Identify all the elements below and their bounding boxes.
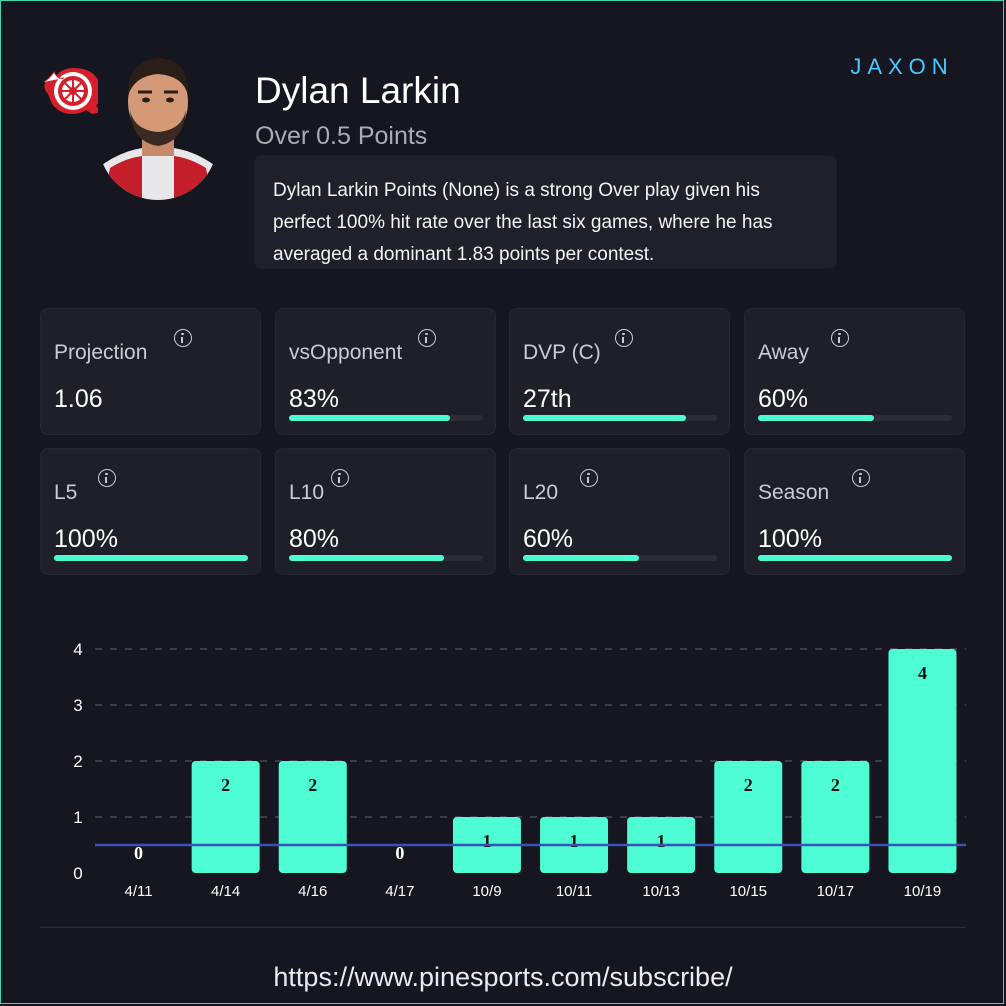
stat-label: DVP (C) (523, 341, 601, 364)
stat-label: L5 (54, 481, 78, 504)
stat-card-dvp-c: DVP (C) 27th (509, 308, 730, 435)
game-log-chart: 0 1 2 3 4 0 4/11 2 4/14 2 4/16 0 4/17 1 10/9 1 10/11 1 10/… (73, 640, 966, 900)
brand-logo: JAXON (850, 54, 953, 79)
info-icon[interactable] (98, 469, 116, 487)
bar-value-label: 0 (395, 843, 404, 863)
player-name: Dylan Larkin (255, 70, 461, 111)
x-tick-label: 10/13 (642, 883, 680, 900)
stat-value: 100% (54, 525, 118, 553)
info-icon[interactable] (331, 469, 349, 487)
x-tick-label: 10/11 (556, 883, 592, 900)
stat-value: 100% (758, 525, 822, 553)
stat-value: 60% (758, 385, 809, 413)
stat-progress-fill (758, 415, 875, 421)
info-icon[interactable] (852, 469, 870, 487)
bar-10/19 (888, 649, 957, 873)
x-tick-label: 4/14 (211, 883, 240, 900)
info-icon[interactable] (831, 329, 849, 347)
stat-value: 27th (523, 385, 572, 413)
stat-progress-fill (54, 555, 248, 561)
footer-url: https://www.pinesports.com/subscribe/ (273, 962, 733, 992)
bar-value-label: 1 (482, 831, 491, 851)
stat-card-l5: L5 100% (40, 448, 261, 575)
x-tick-label: 4/17 (385, 883, 414, 900)
brand-logo-text: JAXON (850, 54, 953, 79)
bar-value-label: 4 (918, 663, 927, 683)
info-icon[interactable] (580, 469, 598, 487)
y-tick-label: 3 (73, 696, 82, 715)
stat-progress-track (758, 415, 952, 421)
bar-value-label: 2 (831, 775, 840, 795)
info-icon[interactable] (615, 329, 633, 347)
stat-card-away: Away 60% (744, 308, 965, 435)
stat-progress-fill (758, 555, 952, 561)
stat-value: 60% (523, 525, 574, 553)
stat-progress-fill (289, 555, 445, 561)
summary-box: Dylan Larkin Points (None) is a strong O… (254, 155, 837, 269)
stat-value: 83% (289, 385, 340, 413)
bar-value-label: 2 (221, 775, 230, 795)
bar-value-label: 0 (134, 843, 143, 863)
x-tick-label: 10/17 (817, 883, 855, 900)
stat-progress-track (289, 555, 483, 561)
stat-progress-track (758, 555, 952, 561)
summary-text: Dylan Larkin Points (None) is a strong O… (273, 180, 773, 265)
stat-label: L20 (523, 481, 559, 504)
stat-label: Projection (54, 341, 148, 364)
stats-grid: Projection 1.06 vsOpponent 83% DVP (C) 27th Aw… (40, 308, 966, 576)
bar-value-label: 2 (308, 775, 317, 795)
stat-progress-fill (289, 415, 451, 421)
stat-card-season: Season 100% (744, 448, 965, 575)
x-tick-label: 4/11 (125, 883, 153, 900)
bar-value-label: 1 (657, 831, 666, 851)
stat-label: vsOpponent (289, 341, 403, 364)
x-tick-label: 10/9 (472, 883, 501, 900)
player-avatar (98, 40, 218, 200)
info-icon[interactable] (174, 329, 192, 347)
x-tick-label: 4/16 (298, 883, 327, 900)
divider (40, 927, 966, 928)
stat-progress-track (289, 415, 483, 421)
x-tick-label: 10/15 (729, 883, 767, 900)
y-tick-label: 2 (73, 752, 82, 771)
stat-progress-track (523, 415, 717, 421)
stat-label: Season (758, 481, 830, 504)
y-tick-label: 4 (73, 640, 82, 659)
info-icon[interactable] (418, 329, 436, 347)
y-tick-label: 0 (73, 864, 82, 883)
team-logo-icon (43, 68, 102, 114)
stat-progress-track (523, 555, 717, 561)
stat-card-projection: Projection 1.06 (40, 308, 261, 435)
stat-value: 80% (289, 525, 340, 553)
x-tick-label: 10/19 (904, 883, 942, 900)
stat-card-vsopponent: vsOpponent 83% (275, 308, 496, 435)
y-tick-label: 1 (73, 808, 82, 827)
stat-progress-fill (523, 415, 686, 421)
bar-value-label: 1 (570, 831, 579, 851)
stat-label: Away (758, 341, 809, 364)
header: Dylan Larkin Over 0.5 Points Dylan Larki… (0, 0, 1006, 290)
prop-line: Over 0.5 Points (255, 122, 428, 150)
bar-value-label: 2 (744, 775, 753, 795)
stat-progress-track (54, 555, 248, 561)
stat-label: L10 (289, 481, 325, 504)
stat-card-l10: L10 80% (275, 448, 496, 575)
stat-card-l20: L20 60% (509, 448, 730, 575)
stat-value: 1.06 (54, 385, 103, 413)
stat-progress-fill (523, 555, 640, 561)
